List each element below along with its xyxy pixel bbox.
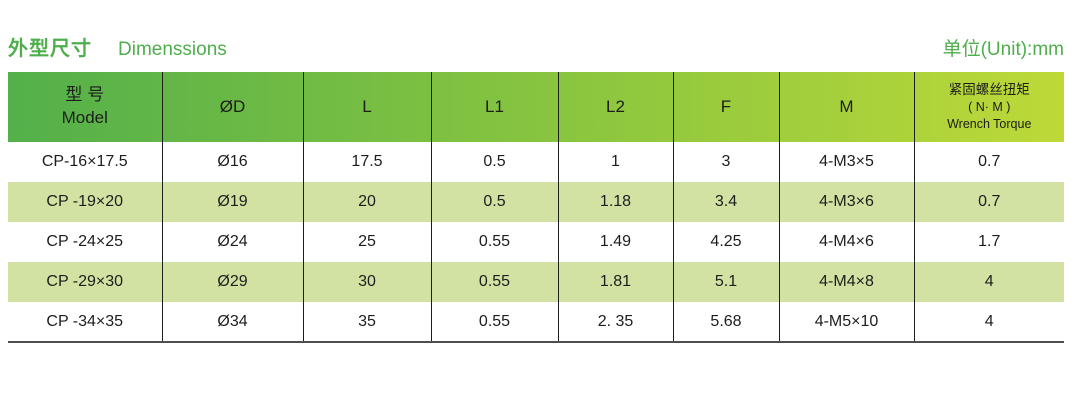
col-header-torque-zh: 紧固螺丝扭矩 [948, 82, 1030, 98]
table-cell: 1.18 [557, 182, 673, 222]
table-cell: CP -19×20 [46, 193, 124, 210]
title-bar: 外型尺寸 Dimenssions 单位(Unit):mm [8, 32, 1064, 61]
table-cell: 4-M5×10 [778, 302, 914, 342]
table-cell: 4-M4×6 [778, 222, 914, 262]
table-cell: 4 [913, 302, 1064, 342]
page-title-zh: 外型尺寸 [8, 38, 92, 60]
table-row: CP -19×20 Ø19 20 0.5 1.18 3.4 4-M3×6 0.7 [8, 182, 1064, 222]
table-cell: 30 [302, 262, 431, 302]
table-cell: 35 [302, 302, 431, 342]
table-cell: 20 [302, 182, 431, 222]
table-cell: 0.55 [430, 262, 558, 302]
table-cell: 1.49 [557, 222, 673, 262]
col-header-m: M [778, 72, 914, 142]
table-cell: 25 [302, 222, 431, 262]
col-header-f: F [672, 72, 779, 142]
table-cell: Ø16 [161, 142, 303, 182]
table-cell: 3 [672, 142, 779, 182]
table-cell: 0.55 [430, 222, 558, 262]
table-cell: 3.4 [672, 182, 779, 222]
table-cell: CP-16×17.5 [41, 153, 128, 170]
table-cell: 1.7 [913, 222, 1064, 262]
table-cell: 1 [557, 142, 673, 182]
table-cell: 0.7 [913, 182, 1064, 222]
table-cell: 4-M3×6 [778, 182, 914, 222]
page-title: 外型尺寸 Dimenssions [8, 32, 227, 61]
table-cell: 2. 35 [557, 302, 673, 342]
col-header-model-zh: 型 号 [65, 85, 105, 105]
col-header-l: L [302, 72, 431, 142]
col-header-wrench-torque: 紧固螺丝扭矩 ( N· M ) Wrench Torque [913, 72, 1064, 142]
col-header-torque-unit: ( N· M ) [968, 100, 1011, 115]
col-header-model: 型 号 Model [8, 72, 162, 142]
col-header-torque-en: Wrench Torque [947, 117, 1032, 132]
table-cell: Ø19 [161, 182, 303, 222]
table-row: CP -24×25 Ø24 25 0.55 1.49 4.25 4-M4×6 1.7 [8, 222, 1064, 262]
table-cell: 0.7 [913, 142, 1064, 182]
col-header-l2: L2 [557, 72, 673, 142]
table-row: CP -34×35 Ø34 35 0.55 2. 35 5.68 4-M5×10 4 [8, 302, 1064, 342]
unit-label: 单位(Unit):mm [942, 39, 1064, 60]
table-cell: 1.81 [557, 262, 673, 302]
table-cell: Ø29 [161, 262, 303, 302]
table-row: CP-16×17.5 Ø16 17.5 0.5 1 3 4-M3×5 0.7 [8, 142, 1064, 182]
table-cell: Ø24 [161, 222, 303, 262]
table-cell: 0.55 [430, 302, 558, 342]
col-header-od: ØD [161, 72, 303, 142]
table-cell: CP -24×25 [46, 233, 124, 250]
table-header-row: 型 号 Model ØD L L1 L2 F M 紧固螺丝扭矩 ( N· M )… [8, 72, 1064, 142]
table-cell: 17.5 [302, 142, 431, 182]
dimensions-table: 型 号 Model ØD L L1 L2 F M 紧固螺丝扭矩 ( N· M )… [8, 72, 1064, 343]
table-cell: 0.5 [430, 142, 558, 182]
page-title-en: Dimenssions [118, 39, 227, 60]
table-cell: 4-M3×5 [778, 142, 914, 182]
table-cell: 5.1 [672, 262, 779, 302]
table-header: 型 号 Model ØD L L1 L2 F M 紧固螺丝扭矩 ( N· M )… [8, 72, 1064, 142]
table-cell: 5.68 [672, 302, 779, 342]
table-row: CP -29×30 Ø29 30 0.55 1.81 5.1 4-M4×8 4 [8, 262, 1064, 302]
table-cell: Ø34 [161, 302, 303, 342]
table-body: CP-16×17.5 Ø16 17.5 0.5 1 3 4-M3×5 0.7 CP -19×20… [8, 142, 1064, 342]
col-header-model-en: Model [61, 108, 108, 127]
col-header-l1: L1 [430, 72, 558, 142]
table-cell: CP -34×35 [46, 312, 124, 330]
table-cell: 4 [913, 262, 1064, 302]
table-cell: 0.5 [430, 182, 558, 222]
table-cell: 4-M4×8 [778, 262, 914, 302]
table-cell: CP -29×30 [46, 273, 124, 290]
table-cell: 4.25 [672, 222, 779, 262]
